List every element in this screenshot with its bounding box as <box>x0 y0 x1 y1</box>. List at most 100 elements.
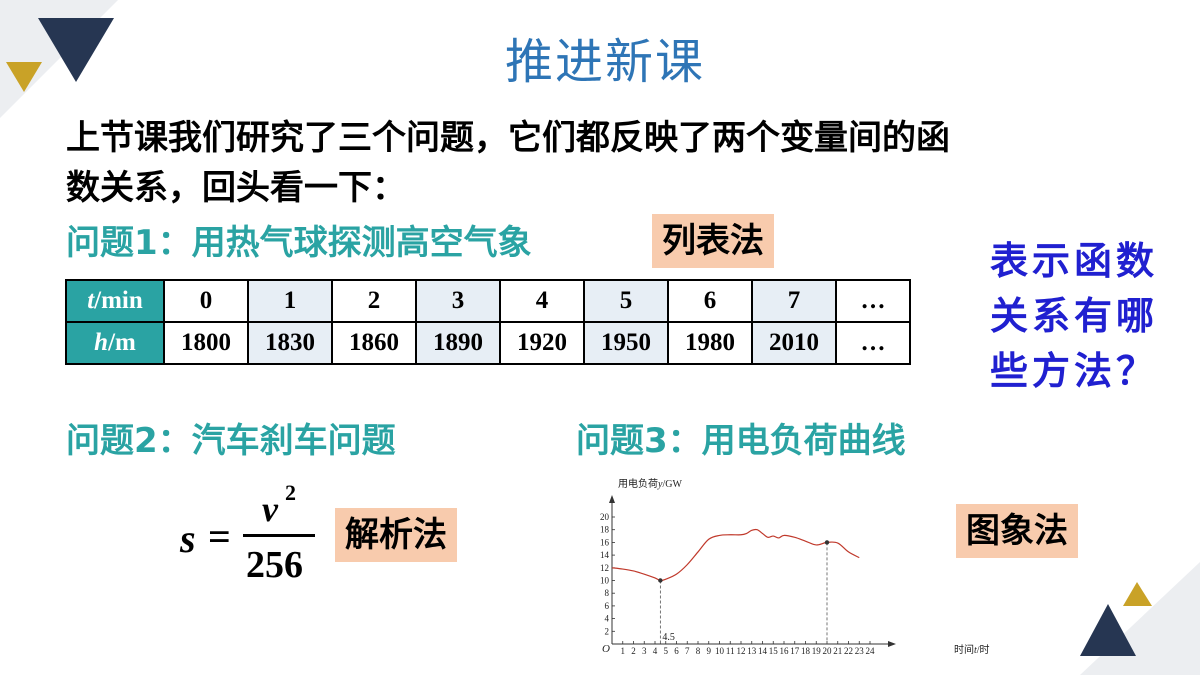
table-cell: 1830 <box>247 321 333 365</box>
x-tick-label: 13 <box>747 646 757 656</box>
x-tick-label: 8 <box>696 646 701 656</box>
x-tick-label: 14 <box>758 646 768 656</box>
x-tick-label: 4 <box>653 646 658 656</box>
data-table: t/min 0 1 2 3 4 5 6 7 … h/m 1800 1830 18… <box>65 279 911 365</box>
x-axis-label-var: t <box>974 645 977 656</box>
bottom-right-navy-triangle <box>1080 604 1136 656</box>
x-tick-label: 19 <box>812 646 822 656</box>
formula-numerator-exp: 2 <box>285 480 296 505</box>
x-tick-label: 12 <box>737 646 746 656</box>
table-cell: 5 <box>583 279 669 323</box>
table-cell: … <box>835 321 911 365</box>
table-cell: 1950 <box>583 321 669 365</box>
x-axis-label-prefix: 时间 <box>954 643 974 656</box>
table-cell: 1860 <box>331 321 417 365</box>
x-tick-label: 6 <box>674 646 679 656</box>
table-row: h/m 1800 1830 1860 1890 1920 1950 1980 2… <box>65 321 911 365</box>
x-tick-label: 1 <box>621 646 626 656</box>
formula-denominator: 256 <box>246 544 303 586</box>
x-tick-label: 18 <box>801 646 811 656</box>
y-tick-label: 8 <box>605 588 610 598</box>
x-tick-label: 23 <box>855 646 865 656</box>
x-tick-label: 17 <box>790 646 800 656</box>
formula-equals: = <box>208 514 231 559</box>
chart-axes <box>609 495 896 647</box>
x-tick-label: 7 <box>685 646 690 656</box>
x-tick-label: 9 <box>707 646 712 656</box>
y-tick-label: 10 <box>600 576 610 586</box>
y-axis-arrow <box>609 495 615 503</box>
formula-numerator-var: v <box>262 489 278 529</box>
page-title: 推进新课 <box>504 34 705 90</box>
y-tick-label: 20 <box>600 512 610 522</box>
y-tick-label: 6 <box>605 601 610 611</box>
x-tick-label: 3 <box>642 646 647 656</box>
y-tick-label: 12 <box>600 563 609 573</box>
series-line <box>611 528 860 582</box>
marked-point <box>658 578 663 583</box>
problem1-title: 问题1：用热气球探测高空气象 <box>66 223 532 263</box>
y-tick-label: 18 <box>600 525 610 535</box>
method-graph-tag: 图象法 <box>956 504 1078 558</box>
table-cell: 1800 <box>163 321 249 365</box>
x-tick-label: 24 <box>866 646 876 656</box>
table-row: t/min 0 1 2 3 4 5 6 7 … <box>65 279 911 323</box>
bottom-right-gold-triangle <box>1123 582 1152 606</box>
x-tick-label: 21 <box>833 646 842 656</box>
x-tick-label: 2 <box>631 646 636 656</box>
row-header-t: t/min <box>65 279 165 323</box>
table-cell: 4 <box>499 279 585 323</box>
table-cell: 3 <box>415 279 501 323</box>
unit-m: /m <box>108 329 136 356</box>
table-cell: 0 <box>163 279 249 323</box>
x-tick-label: 22 <box>844 646 853 656</box>
top-left-navy-triangle <box>38 18 114 82</box>
annotation-label: 4.5 <box>662 632 675 643</box>
x-tick-label: 5 <box>664 646 669 656</box>
y-tick-label: 16 <box>600 537 610 547</box>
unit-min: /min <box>94 287 143 314</box>
y-tick-label: 14 <box>600 550 610 560</box>
side-note-line-1: 表示函数 <box>990 238 1159 283</box>
y-axis-label-var: y <box>657 479 663 490</box>
problem3-title: 问题3：用电负荷曲线 <box>576 421 906 461</box>
table-cell: 1 <box>247 279 333 323</box>
x-tick-label: 10 <box>715 646 725 656</box>
y-axis-label-prefix: 用电负荷 <box>618 477 658 490</box>
table-cell: 6 <box>667 279 753 323</box>
table-cell: 2 <box>331 279 417 323</box>
top-left-gold-triangle <box>6 62 42 92</box>
problem2-title: 问题2：汽车刹车问题 <box>66 421 396 461</box>
method-formula-tag: 解析法 <box>335 508 457 562</box>
var-t: t <box>87 287 95 314</box>
side-note-line-3: 些方法？ <box>990 348 1159 393</box>
x-tick-label: 20 <box>823 646 833 656</box>
x-axis-label: 时间t/时 <box>954 643 990 656</box>
row-header-h: h/m <box>65 321 165 365</box>
load-curve-chart: 1 2 3 4 5 6 7 8 9 10 11 12 13 14 15 16 17 18 19 20 21 22 23 242… <box>600 477 990 656</box>
x-tick-label: 16 <box>780 646 790 656</box>
y-tick-label: 2 <box>605 626 610 636</box>
table-cell: 1980 <box>667 321 753 365</box>
intro-line-2: 数关系，回头看一下： <box>66 168 406 208</box>
marked-point <box>824 540 830 545</box>
chart-ticks: 1 2 3 4 5 6 7 8 9 10 11 12 13 14 15 16 17 18 19 20 21 22 23 242… <box>600 512 875 656</box>
x-axis-arrow <box>888 641 896 647</box>
side-note-line-2: 关系有哪 <box>990 293 1159 338</box>
table-cell: 2010 <box>751 321 837 365</box>
bottom-right-gray-triangle <box>1080 562 1200 675</box>
intro-line-1: 上节课我们研究了三个问题，它们都反映了两个变量间的函 <box>66 118 950 158</box>
table-cell: 1890 <box>415 321 501 365</box>
fraction-bar <box>243 534 315 537</box>
chart-points <box>658 540 830 583</box>
formula-lhs: s <box>180 516 196 561</box>
table-cell: 1920 <box>499 321 585 365</box>
method-table-tag: 列表法 <box>652 214 774 268</box>
table-cell: 7 <box>751 279 837 323</box>
table-cell: … <box>835 279 911 323</box>
chart-guides <box>659 542 828 644</box>
y-axis-label: 用电负荷y/GW <box>618 477 682 490</box>
x-tick-label: 11 <box>726 646 735 656</box>
y-axis-label-unit: /GW <box>662 479 682 490</box>
